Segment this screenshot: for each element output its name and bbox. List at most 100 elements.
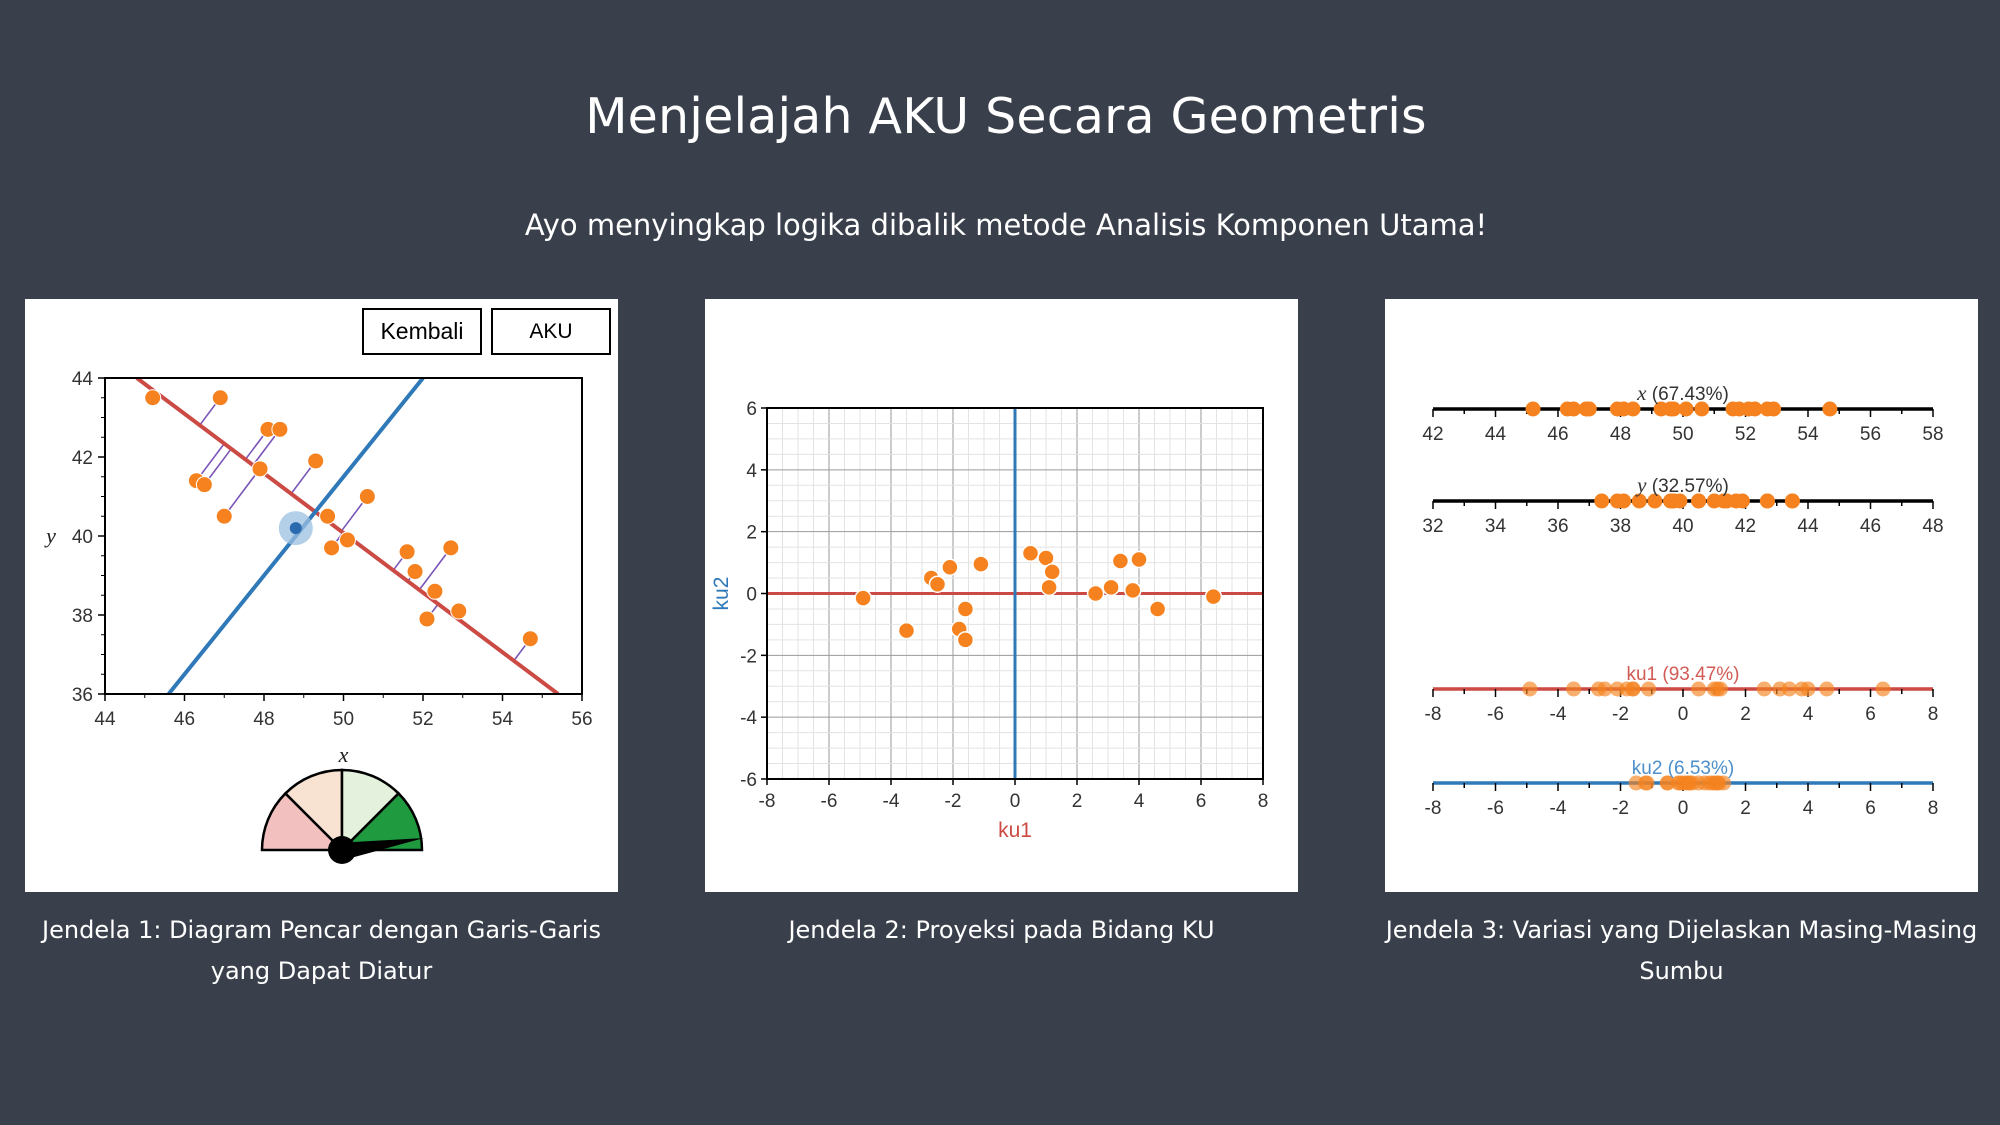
axis-tick-label: 6 [1865,798,1876,819]
data-point [1631,493,1647,509]
y-tick-label: 2 [746,523,757,544]
axis-tick-label: 58 [1922,424,1943,445]
axis-label: y (32.57%) [1635,473,1729,497]
axis-tick-label: 50 [1672,424,1693,445]
back-button[interactable]: Kembali [362,308,482,355]
data-point [1616,493,1632,509]
data-point [1625,681,1641,697]
window1-caption: Jendela 1: Diagram Pencar dengan Garis-G… [42,916,601,985]
axis-tick-label: 8 [1928,704,1939,725]
x-tick-label: 44 [94,709,116,730]
axis-tick-label: 40 [1672,516,1693,537]
data-point [1148,600,1167,618]
axis-tick-label: 48 [1610,424,1631,445]
gauge-needle [337,838,424,859]
plot-frame [766,407,1264,780]
data-point [319,507,337,525]
y-tick-label: 4 [746,461,757,482]
x-tick-label: 2 [1072,791,1083,812]
axis-tick-label: 2 [1740,798,1751,819]
variance-axes-plot: 42 44 46 48 50 52 54 56 58x (67.43%)32 34 36 38 40 42… [1422,381,1943,819]
axis-tick-label: -6 [1487,704,1504,725]
axis-tick-label: 46 [1547,424,1568,445]
axis-label-var: y [1635,473,1647,497]
axis-tick-label: -4 [1550,798,1567,819]
data-point [1819,681,1835,697]
data-point [1086,584,1105,603]
x-tick-label: 54 [492,709,514,730]
data-point [1666,401,1682,417]
axis-tick-label: 34 [1485,516,1507,537]
y-tick-label: 36 [72,685,93,706]
axis-tick-label: -8 [1425,798,1442,819]
page-title: Menjelajah AKU Secara Geometris [585,88,1427,145]
variance-window: 42 44 46 48 50 52 54 56 58 x (67.43%) 32 34 36 38 40 42… [1385,299,1978,892]
projection-line [418,547,452,591]
axis-tick-label: 54 [1797,424,1819,445]
data-point [1822,401,1838,417]
projection-line [223,469,260,517]
scatter-plot[interactable]: 44 46 48 50 52 54 56 36 38 40 42 44 x y [25,299,618,892]
data-point [1756,681,1772,697]
axis-label: x (67.43%) [1636,381,1729,405]
gauge-segment [338,791,424,852]
data-point [956,631,975,649]
data-point [1709,681,1725,697]
data-point [1747,401,1763,417]
data-point [1204,587,1223,606]
data-point [1875,681,1891,697]
data-point [1043,563,1061,581]
page-subtitle: Ayo menyingkap logika dibalik metode Ana… [524,208,1488,242]
y-tick-label: 6 [746,399,757,420]
y-tick-label: -2 [740,646,757,667]
x-tick-label: -4 [883,791,900,812]
data-point [1734,493,1750,509]
axis-label-percent: (67.43%) [1646,384,1728,405]
data-point [1639,775,1655,791]
data-point [144,389,162,407]
y-tick-label: 0 [746,585,757,606]
y-axis-label: y [44,523,56,548]
data-point [1672,493,1688,509]
y-tick-label: 42 [72,448,93,469]
axis-tick-label: 56 [1860,424,1881,445]
data-point [928,575,947,593]
x-tick-label: 0 [1010,791,1021,812]
data-point [1691,681,1707,697]
axis-label-percent: (32.57%) [1646,476,1728,497]
data-point [1759,493,1775,509]
axis-tick-label: 42 [1422,424,1443,445]
data-point [1581,401,1597,417]
axis-tick-label: 44 [1485,424,1507,445]
axis-tick-label: -8 [1425,704,1442,725]
y-axis-label: ku2 [710,577,733,611]
data-point [450,602,468,620]
x-axis-label: x [338,742,349,767]
data-point [1766,401,1782,417]
x-axis-label: ku1 [998,819,1032,842]
axis-tick-label: 46 [1860,516,1881,537]
data-point [1694,401,1710,417]
y-tick-label: -4 [740,708,757,729]
axis-label: ku1 (93.47%) [1626,664,1739,685]
data-point [972,555,990,573]
x-tick-label: -8 [759,791,776,812]
x-tick-label: 50 [333,709,354,730]
data-point [1716,775,1732,791]
data-point [271,420,289,438]
data-point [1021,544,1040,563]
data-point [1111,552,1130,570]
x-tick-label: 48 [253,709,274,730]
data-point [1102,578,1120,597]
data-point [211,389,229,407]
pca-button[interactable]: AKU [491,308,611,355]
axis-tick-label: 42 [1735,516,1756,537]
data-point [941,558,959,576]
data-point [215,507,233,525]
axis-tick-label: -2 [1612,798,1629,819]
center-point [289,522,302,535]
x-tick-label: 4 [1134,791,1145,812]
data-point [1781,681,1797,697]
axis-tick-label: 2 [1740,704,1751,725]
data-point [521,630,539,648]
